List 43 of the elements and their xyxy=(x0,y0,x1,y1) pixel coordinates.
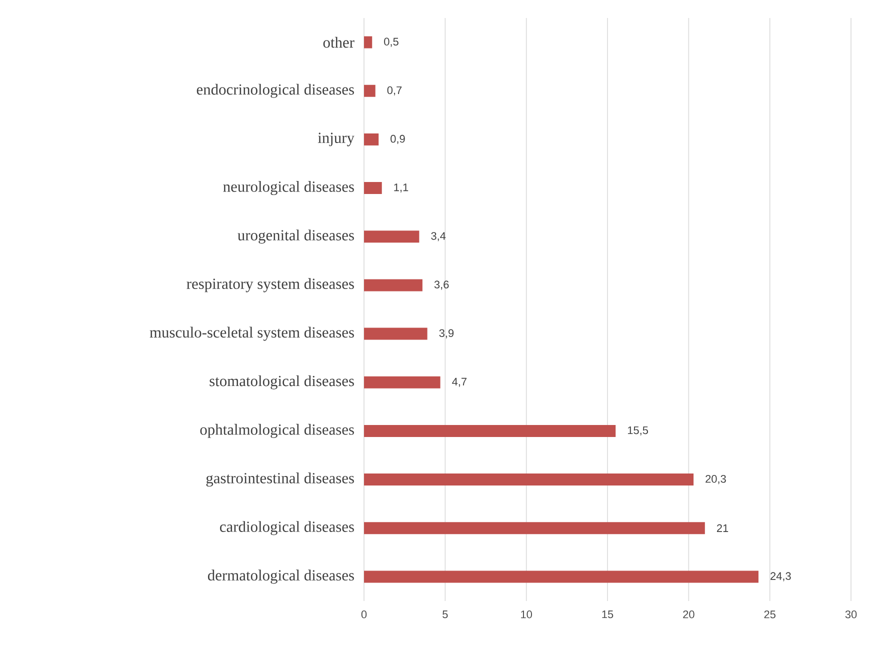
x-tick-label: 15 xyxy=(602,610,614,618)
data-label: 3,6 xyxy=(434,280,449,290)
bar xyxy=(364,133,379,146)
y-tick-label: ophtalmological diseases xyxy=(200,424,354,438)
data-label: 0,5 xyxy=(384,38,398,47)
data-label: 3,9 xyxy=(439,329,454,338)
bar xyxy=(364,279,422,292)
y-tick-label: urogenital diseases xyxy=(238,230,354,244)
bar xyxy=(364,376,440,388)
data-label: 1,1 xyxy=(394,184,408,193)
x-tick-label: 10 xyxy=(521,610,532,618)
y-tick-label: respiratory system diseases xyxy=(186,278,354,292)
x-tick-label: 25 xyxy=(764,610,776,618)
data-label: 21 xyxy=(716,524,728,532)
data-label: 0,7 xyxy=(387,86,402,96)
bar xyxy=(364,424,616,437)
bar xyxy=(364,230,420,243)
y-tick-label: endocrinological diseases xyxy=(196,84,354,98)
y-tick-label: stomatological diseases xyxy=(210,375,354,390)
x-tick-label: 30 xyxy=(845,610,857,618)
data-label: 4,7 xyxy=(452,378,467,387)
y-tick-label: other xyxy=(323,36,354,48)
bar xyxy=(364,84,376,97)
bar xyxy=(364,182,382,194)
y-tick-label: gastrointestinal diseases xyxy=(206,472,354,487)
y-tick-label: dermatological diseases xyxy=(208,570,354,584)
data-label: 3,4 xyxy=(431,232,446,242)
data-label: 24,3 xyxy=(770,572,791,582)
bar xyxy=(364,474,694,486)
bar xyxy=(364,570,758,583)
y-tick-label: cardiological diseases xyxy=(220,521,354,536)
y-tick-label: musculo-sceletal system diseases xyxy=(150,326,354,341)
x-tick-label: 0 xyxy=(361,610,367,618)
y-tick-label: injury xyxy=(318,132,354,146)
x-tick-label: 20 xyxy=(683,610,694,618)
bar xyxy=(364,522,705,534)
bar xyxy=(364,328,428,340)
data-label: 0,9 xyxy=(390,134,405,144)
x-tick-label: 5 xyxy=(442,610,448,618)
data-label: 20,3 xyxy=(706,475,726,484)
y-tick-label: neurological diseases xyxy=(223,181,354,196)
bar xyxy=(364,36,372,48)
data-label: 15,5 xyxy=(628,426,648,436)
